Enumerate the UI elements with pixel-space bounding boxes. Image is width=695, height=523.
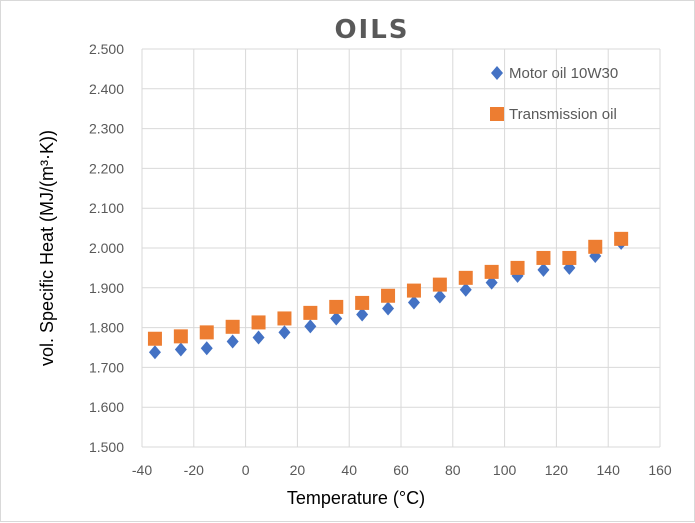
transmission-oil-point [173,329,188,344]
motor-oil-point [174,342,187,357]
motor-oil-point [330,311,343,326]
y-tick-label: 2.400 [89,81,124,97]
y-tick-label: 1.800 [89,320,124,336]
motor-oil-point [485,275,498,290]
transmission-oil-point [510,260,525,275]
motor-oil-point [200,341,213,356]
transmission-oil-point [225,319,240,334]
y-axis-label: vol. Specific Heat (MJ/(m³·K)) [37,130,57,366]
y-tick-label: 1.500 [89,439,124,455]
transmission-oil-point [484,264,499,279]
motor-oil-point [537,262,550,277]
x-tick-label: 80 [445,462,461,478]
transmission-oil-point [562,250,577,265]
motor-oil-point [304,319,317,334]
motor-oil-point [356,307,369,322]
x-tick-label: 120 [545,462,569,478]
data-points [147,231,629,360]
x-tick-label: 140 [597,462,621,478]
transmission-oil-point [614,231,629,246]
legend-marker [491,66,503,80]
y-tick-label: 2.100 [89,200,124,216]
motor-oil-point [252,330,265,345]
x-tick-label: 100 [493,462,517,478]
transmission-oil-point [199,325,214,340]
x-tick-label: -40 [132,462,152,478]
transmission-oil-point [458,270,473,285]
transmission-oil-point [406,283,421,298]
series-2 [147,231,629,346]
legend-label: Transmission oil [509,106,617,123]
legend-marker [490,107,504,121]
y-tick-label: 2.300 [89,121,124,137]
legend: Motor oil 10W30 Transmission oil [490,65,618,123]
grid [141,48,661,448]
y-tick-label: 1.900 [89,280,124,296]
motor-oil-point [278,325,291,340]
transmission-oil-point [355,295,370,310]
transmission-oil-point [381,288,396,303]
motor-oil-point [148,345,161,360]
x-axis-ticks: -40 -20 0 20 40 60 80 100 120 140 160 [132,462,672,478]
x-tick-label: 20 [290,462,306,478]
transmission-oil-point [147,331,162,346]
motor-oil-point [459,282,472,297]
x-tick-label: 160 [648,462,672,478]
x-tick-label: 0 [242,462,250,478]
series-1 [148,235,628,360]
transmission-oil-point [251,315,266,330]
x-axis-label: Temperature (°C) [287,488,425,508]
motor-oil-point [407,295,420,310]
y-tick-label: 2.200 [89,160,124,176]
transmission-oil-point [536,250,551,265]
transmission-oil-point [277,311,292,326]
transmission-oil-point [588,239,603,254]
transmission-oil-point [432,277,447,292]
y-axis-ticks: 1.500 1.600 1.700 1.800 1.900 2.000 2.100 2.200… [89,41,124,455]
x-tick-label: -20 [184,462,204,478]
chart-title: OILS [334,15,409,45]
transmission-oil-point [303,305,318,320]
legend-label: Motor oil 10W30 [509,65,618,82]
y-tick-label: 1.600 [89,399,124,415]
x-tick-label: 40 [341,462,357,478]
y-tick-label: 1.700 [89,359,124,375]
motor-oil-point [226,334,239,349]
x-tick-label: 60 [393,462,409,478]
motor-oil-point [382,301,395,316]
y-tick-label: 2.000 [89,240,124,256]
y-tick-label: 2.500 [89,41,124,57]
motor-oil-point [433,289,446,304]
transmission-oil-point [329,299,344,314]
